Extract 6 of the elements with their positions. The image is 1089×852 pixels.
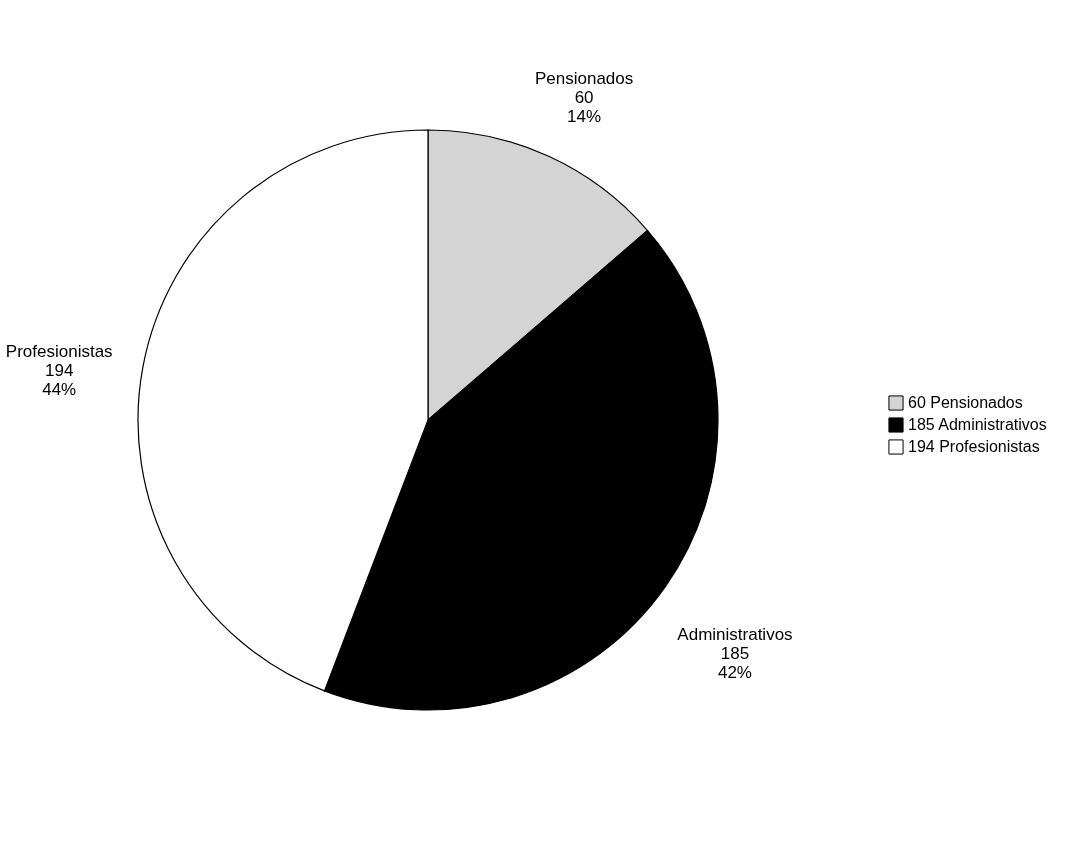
legend-label: 60 Pensionados xyxy=(908,394,1023,411)
data-label: Pensionados 60 14% xyxy=(534,69,634,127)
legend-label: 185 Administrativos xyxy=(908,416,1047,433)
legend-label: 194 Profesionistas xyxy=(908,438,1040,455)
data-label: Administrativos 185 42% xyxy=(677,625,793,683)
data-label: Profesionistas 194 44% xyxy=(5,341,113,399)
